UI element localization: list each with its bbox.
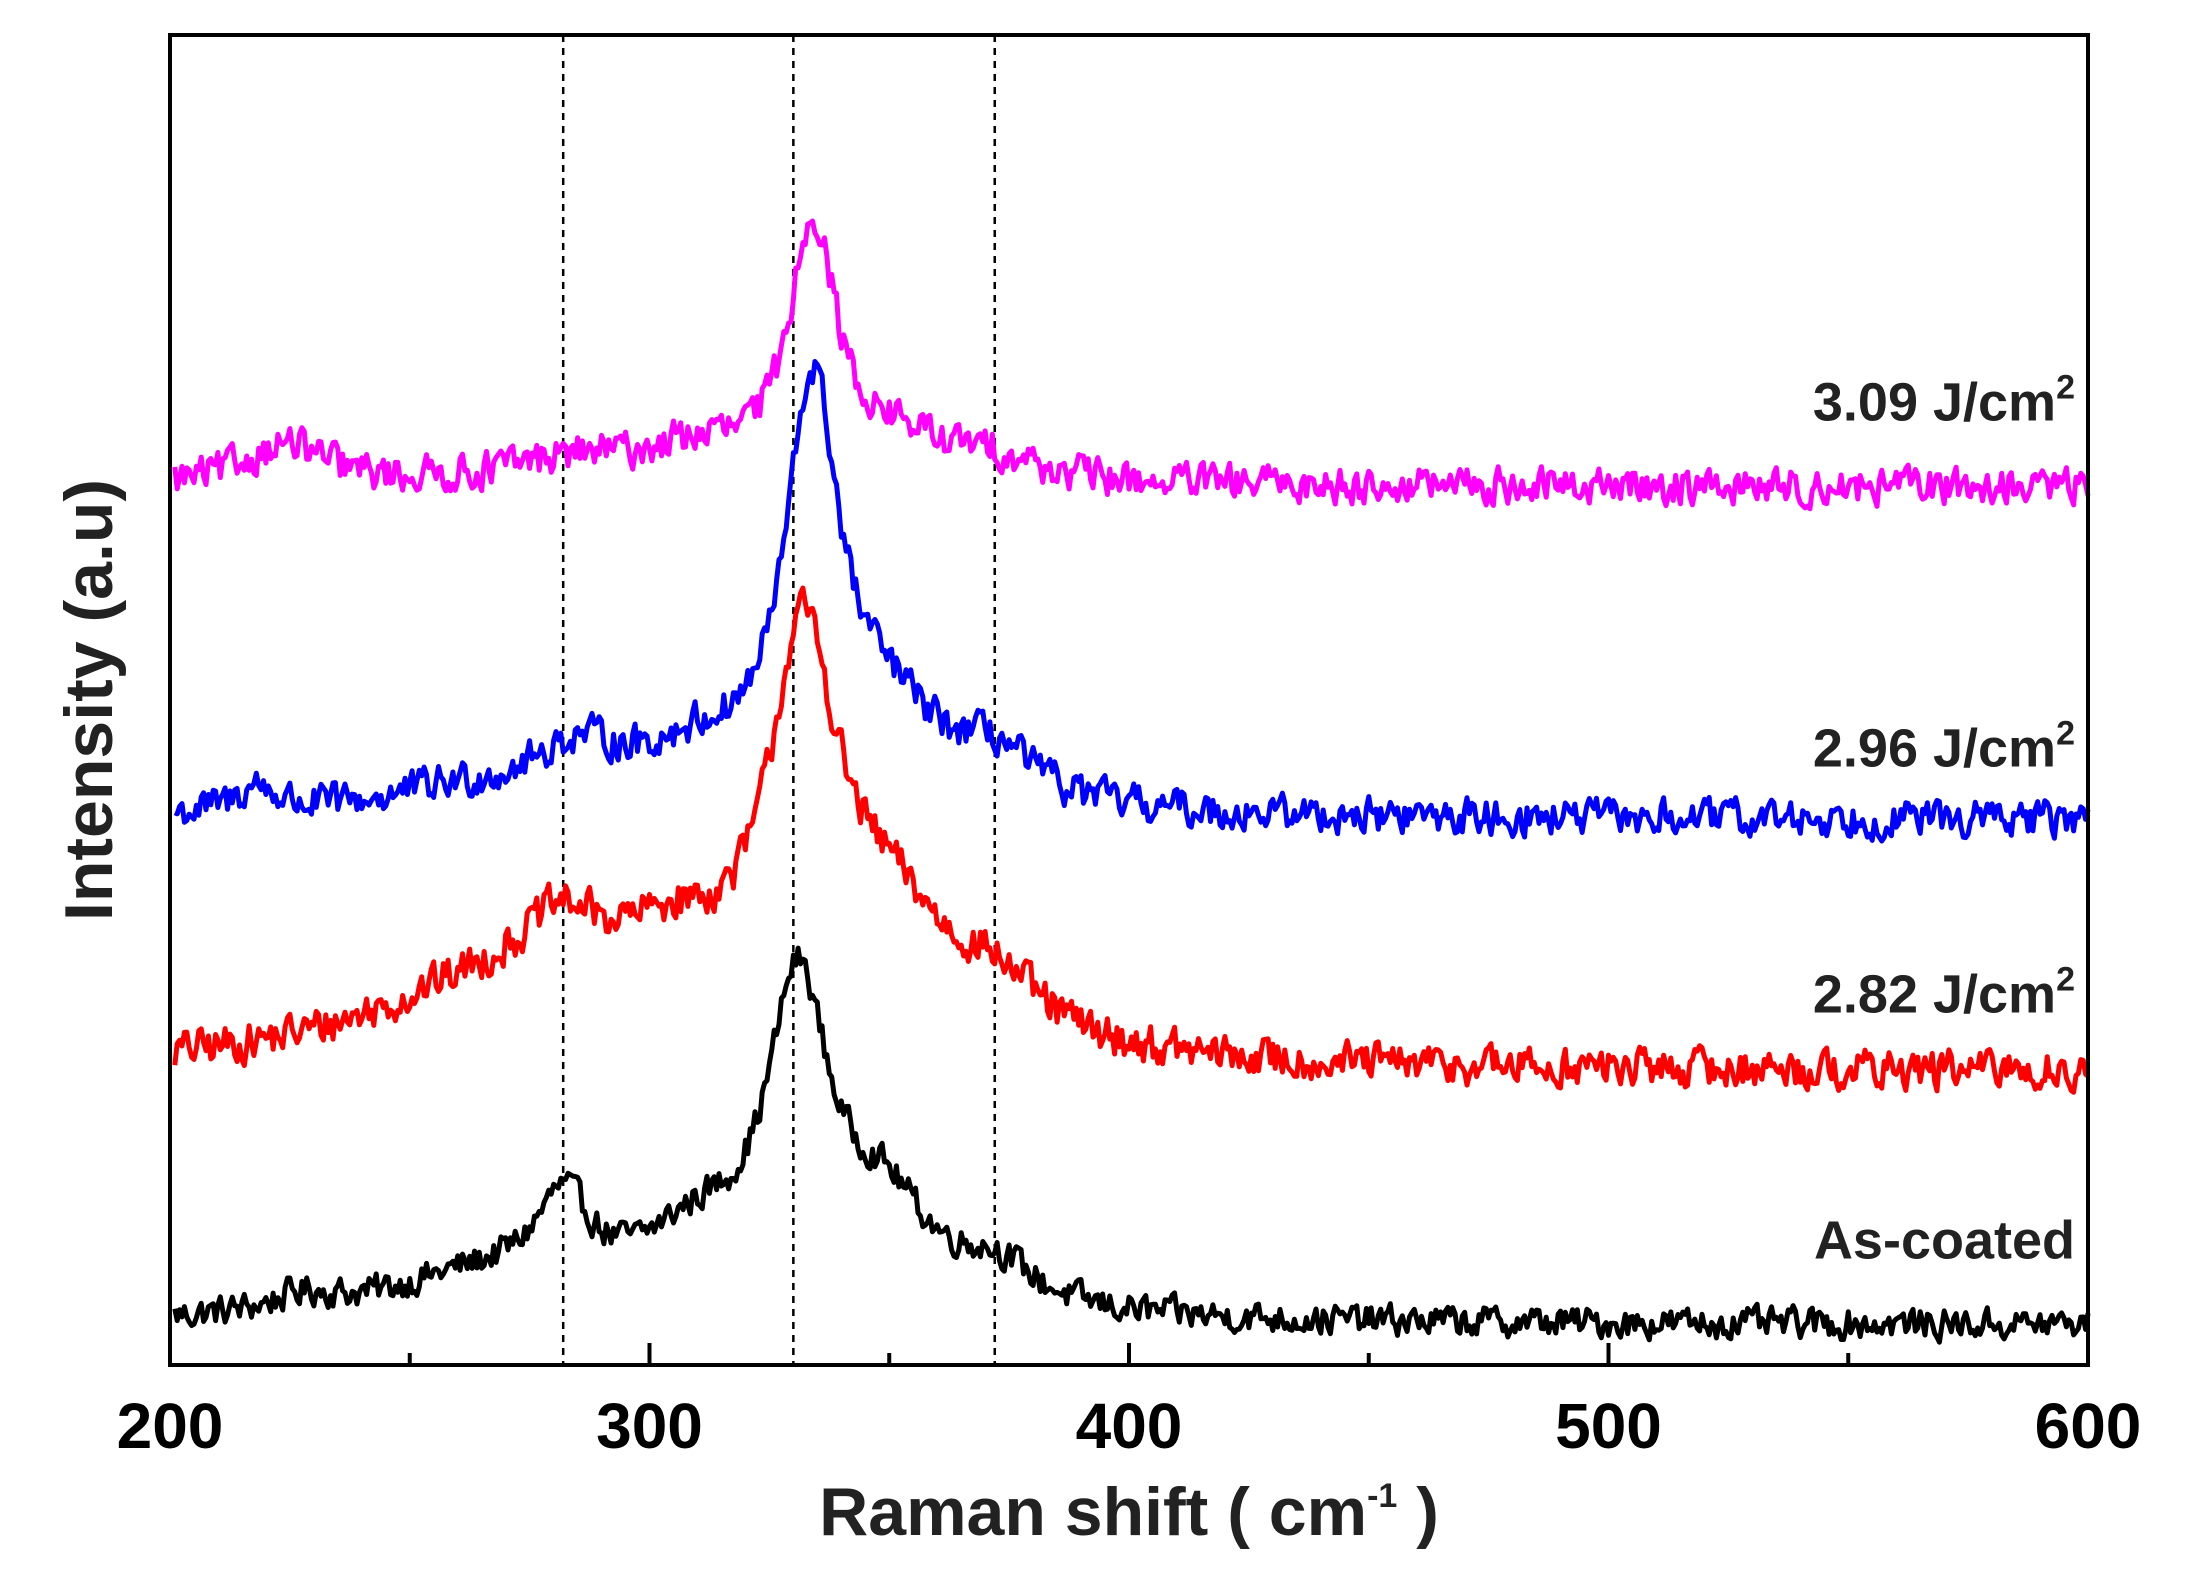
series-lines (172, 218, 2091, 1345)
series-line-0 (172, 945, 2091, 1345)
series-labels: As-coated 2.82 J/cm2 2.96 J/cm2 3.09 J/cm2 (1813, 369, 2075, 1271)
reference-lines (561, 35, 996, 1365)
series-line-3 (172, 218, 2091, 512)
x-ticks (407, 1343, 1851, 1365)
x-tick-label-500: 500 (1555, 1390, 1662, 1462)
series-label-3: 3.09 J/cm2 (1813, 369, 2075, 433)
x-axis-title: Raman shift ( cm-1 ) (819, 1474, 1439, 1550)
x-tick-label-400: 400 (1076, 1390, 1183, 1462)
series-label-1: 2.82 J/cm2 (1813, 961, 2075, 1025)
x-tick-label-200: 200 (117, 1390, 224, 1462)
series-label-2: 2.96 J/cm2 (1813, 715, 2075, 779)
x-tick-label-300: 300 (596, 1390, 703, 1462)
y-axis-title: Intensity (a.u) (51, 479, 127, 921)
x-tick-label-600: 600 (2035, 1390, 2142, 1462)
series-line-2 (173, 359, 2091, 844)
series-line-1 (172, 585, 2090, 1095)
series-label-0: As-coated (1814, 1211, 2075, 1271)
x-tick-labels: 200 300 400 500 600 (117, 1390, 2142, 1462)
plot-frame (168, 33, 2090, 1367)
